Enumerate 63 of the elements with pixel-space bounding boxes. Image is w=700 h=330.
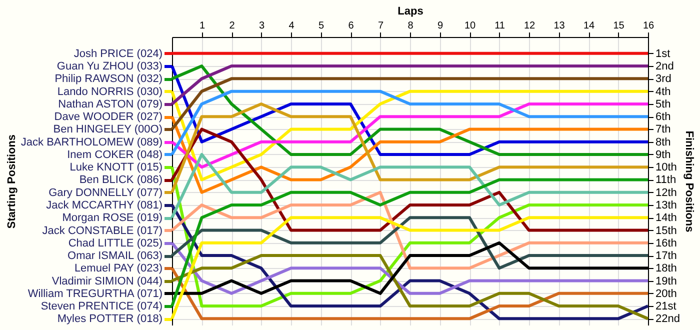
legend-label: Ben HINGELEY (00O) [53, 124, 162, 136]
y-tick-label: 15th [656, 224, 677, 237]
x-tick-label: 16 [642, 20, 654, 32]
x-tick-label: 1 [199, 20, 206, 32]
y-tick-label: 16th [656, 237, 677, 250]
legend-label: Gary DONNELLY (077) [48, 186, 162, 199]
legend-label: William TREGURTHA (071) [28, 288, 162, 300]
x-tick-label: 4 [288, 20, 295, 32]
legend-label: Josh PRICE (024) [74, 48, 162, 60]
legend-label: Morgan ROSE (019) [62, 212, 162, 224]
x-tick-label: 12 [524, 20, 536, 32]
x-tick-label: 13 [554, 20, 566, 32]
legend-label: Guan Yu ZHOU (033) [56, 60, 162, 73]
x-tick-label: 3 [258, 20, 265, 32]
y-tick-label: 21st [656, 300, 676, 313]
legend-label: Jack BARTHOLOMEW (089) [20, 136, 162, 148]
y-tick-label: 5th [656, 98, 671, 110]
legend-label: Lemuel PAY (023) [74, 262, 162, 275]
legend-label: Chad LITTLE (025) [68, 237, 162, 250]
legend-label: Ben BLICK (086) [79, 174, 162, 186]
legend-label: Luke KNOTT (015) [70, 162, 162, 174]
y-tick-label: 13th [656, 200, 677, 212]
legend-label: Jack CONSTABLE (017) [42, 224, 162, 237]
y-tick-label: 14th [656, 212, 677, 224]
legend-label: Myles POTTER (018) [57, 313, 162, 326]
y-tick-label: 20th [656, 288, 677, 300]
x-tick-label: 2 [229, 20, 236, 32]
x-tick-label: 11 [494, 20, 506, 32]
legend-label: Philip RAWSON (032) [54, 73, 162, 86]
y-tick-label: 19th [656, 275, 677, 288]
legend-label: Dave WOODER (027) [54, 111, 162, 124]
y-tick-label: 1st [656, 48, 670, 60]
y-tick-label: 8th [656, 136, 671, 148]
x-tick-label: 14 [583, 20, 595, 32]
x-tick-label: 15 [613, 20, 625, 32]
x-tick-label: 8 [408, 20, 414, 32]
y-tick-label: 6th [656, 111, 671, 124]
x-tick-label: 7 [378, 20, 384, 32]
x-tick-label: 6 [348, 20, 354, 32]
y-tick-label: 10th [656, 162, 677, 174]
legend-label: Omar ISMAIL (063) [68, 250, 162, 262]
legend-label: Vladimir SIMION (044) [52, 275, 162, 288]
x-axis-title: Laps [398, 6, 424, 18]
y-tick-label: 4th [656, 86, 671, 98]
y-tick-label: 11th [656, 174, 676, 186]
y-tick-label: 22nd [656, 313, 680, 326]
y-tick-label: 7th [656, 124, 671, 136]
legend-label: Jack MCCARTHY (081) [46, 200, 162, 212]
y-tick-label: 2nd [656, 60, 674, 73]
legend-label: Steven PRENTICE (074) [40, 300, 162, 313]
y-tick-label: 9th [656, 148, 671, 161]
text: Starting Positions [6, 134, 18, 229]
y-tick-label: 3rd [656, 73, 672, 86]
x-tick-label: 10 [464, 20, 476, 32]
y-tick-label: 18th [656, 262, 677, 275]
legend-label: Nathan ASTON (079) [58, 98, 162, 110]
legend-label: Inem COKER (048) [67, 148, 162, 161]
legend-label: Lando NORRIS (030) [57, 86, 162, 98]
y-axis-title: Finishing Positions [682, 130, 695, 232]
y-tick-label: 17th [656, 250, 677, 262]
y-tick-label: 12th [656, 186, 677, 199]
x-tick-label: 5 [318, 20, 324, 32]
x-tick-label: 9 [437, 20, 444, 32]
